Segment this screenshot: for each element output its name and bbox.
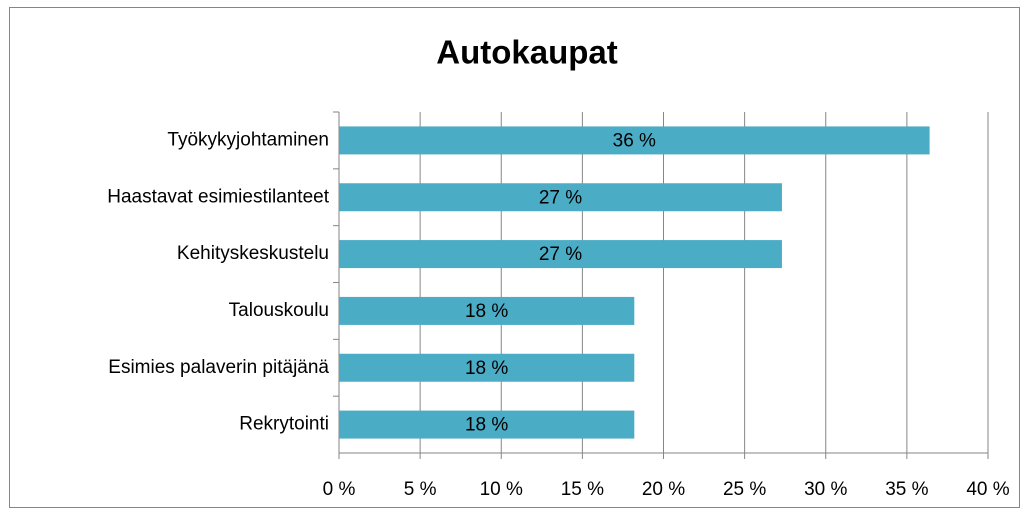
data-label: 36 % [613, 130, 656, 151]
bar [339, 240, 782, 269]
x-tick-label: 40 % [966, 479, 1009, 500]
bar [339, 183, 782, 212]
x-tick-label: 5 % [404, 479, 437, 500]
bar [339, 353, 635, 382]
x-tick-label: 0 % [323, 479, 356, 500]
y-tick-label: Esimies palaverin pitäjänä [108, 357, 329, 378]
x-tick-label: 10 % [480, 479, 523, 500]
x-tick-label: 30 % [804, 479, 847, 500]
y-tick-label: Talouskoulu [229, 300, 329, 321]
x-tick-label: 25 % [723, 479, 766, 500]
data-label: 18 % [465, 301, 508, 322]
chart-title: Autokaupat [436, 34, 618, 71]
y-tick-label: Haastavat esimiestilanteet [107, 186, 329, 207]
y-tick-label: Rekrytointi [239, 414, 329, 435]
y-tick-label: Kehityskeskustelu [177, 243, 329, 264]
data-label: 18 % [465, 358, 508, 379]
data-label: 18 % [465, 415, 508, 436]
data-label: 27 % [539, 244, 582, 265]
bar [339, 296, 635, 325]
y-tick-label: Työkykyjohtaminen [167, 129, 329, 150]
bar [339, 126, 930, 155]
x-tick-label: 35 % [885, 479, 928, 500]
bar [339, 410, 635, 439]
x-tick-label: 20 % [642, 479, 685, 500]
data-label: 27 % [539, 187, 582, 208]
x-tick-label: 15 % [561, 479, 604, 500]
